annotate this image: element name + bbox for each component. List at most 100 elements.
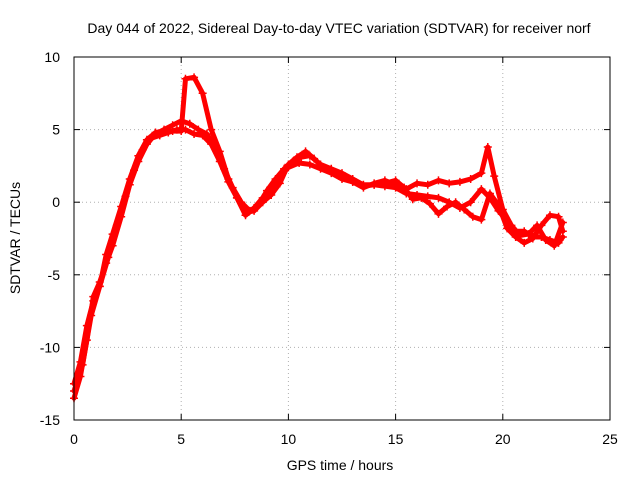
data-point xyxy=(477,215,486,224)
data-point xyxy=(185,119,194,128)
data-point xyxy=(520,238,529,247)
data-point xyxy=(541,235,550,244)
data-point xyxy=(515,231,524,240)
data-point xyxy=(155,131,164,140)
data-point xyxy=(292,153,301,162)
data-point xyxy=(295,158,304,167)
data-point xyxy=(507,221,516,230)
data-point xyxy=(207,140,216,149)
data-point xyxy=(477,185,486,194)
data-point xyxy=(466,198,475,207)
data-point xyxy=(147,134,156,143)
data-point xyxy=(524,230,533,239)
data-point xyxy=(104,253,113,262)
data-point xyxy=(267,190,276,199)
series-trace-b xyxy=(70,73,567,388)
data-point xyxy=(232,193,241,202)
data-point xyxy=(310,154,319,163)
series-line xyxy=(71,74,566,387)
data-point xyxy=(215,157,224,166)
data-point xyxy=(425,199,434,208)
data-point xyxy=(190,73,199,82)
y-axis-label: SDTVAR / TECUs xyxy=(7,182,23,294)
chart-title: Day 044 of 2022, Sidereal Day-to-day VTE… xyxy=(87,20,590,36)
y-tick-label: -5 xyxy=(48,267,61,283)
y-axis-ticks: -15 -10 -5 0 5 10 xyxy=(40,49,610,428)
data-point xyxy=(402,185,411,194)
data-point xyxy=(483,143,492,152)
data-point xyxy=(267,183,276,192)
data-point xyxy=(78,360,87,369)
data-point xyxy=(198,89,207,98)
data-point xyxy=(408,195,417,204)
data-point xyxy=(533,221,542,230)
x-tick-label: 25 xyxy=(602,431,618,447)
x-tick-label: 20 xyxy=(495,431,511,447)
data-point xyxy=(250,204,259,213)
data-point xyxy=(445,179,454,188)
data-point xyxy=(190,129,199,138)
plot-frame xyxy=(73,56,611,421)
data-point xyxy=(423,192,432,201)
data-point xyxy=(181,74,190,83)
y-tick-label: -10 xyxy=(40,339,60,355)
x-axis-label: GPS time / hours xyxy=(287,457,394,473)
data-point xyxy=(284,163,293,172)
data-point xyxy=(241,211,250,220)
data-point xyxy=(498,205,507,214)
data-point xyxy=(455,177,464,186)
data-point xyxy=(121,192,130,201)
data-point xyxy=(316,164,325,173)
data-point xyxy=(434,209,443,218)
data-point xyxy=(380,176,389,185)
y-tick-label: 5 xyxy=(52,122,60,138)
data-point xyxy=(138,145,147,154)
data-point xyxy=(275,172,284,181)
data-point xyxy=(338,174,346,183)
x-axis-ticks: 0 5 10 15 20 25 xyxy=(70,57,618,447)
data-point xyxy=(207,125,216,134)
data-point xyxy=(258,193,267,202)
data-point xyxy=(130,166,139,175)
x-tick-label: 15 xyxy=(388,431,404,447)
data-point xyxy=(550,241,559,250)
data-point xyxy=(348,177,357,186)
data-point xyxy=(198,131,207,140)
data-point xyxy=(305,160,314,169)
data-point xyxy=(490,172,499,181)
data-point xyxy=(95,282,104,291)
data-point xyxy=(164,128,173,137)
y-tick-label: 10 xyxy=(44,49,60,65)
data-point xyxy=(503,224,512,233)
x-tick-label: 10 xyxy=(281,431,297,447)
series-trace-c xyxy=(70,125,567,395)
data-point xyxy=(417,193,426,202)
data-point xyxy=(443,202,452,211)
data-point xyxy=(224,177,233,186)
data-point xyxy=(327,169,336,178)
data-point xyxy=(558,218,567,227)
data-point xyxy=(413,179,422,188)
data-point xyxy=(466,174,475,183)
data-point xyxy=(545,211,554,220)
data-point xyxy=(112,221,121,230)
x-tick-label: 5 xyxy=(177,431,185,447)
data-point xyxy=(181,125,190,134)
data-point xyxy=(423,180,432,189)
data-series xyxy=(70,73,567,403)
data-point xyxy=(434,193,443,202)
x-tick-label: 0 xyxy=(70,431,78,447)
data-point xyxy=(172,125,181,134)
data-point xyxy=(460,205,469,214)
data-point xyxy=(468,212,477,221)
data-point xyxy=(370,179,379,188)
series-line xyxy=(71,127,566,394)
data-point xyxy=(434,176,443,185)
data-point xyxy=(485,189,494,198)
data-point xyxy=(359,183,368,192)
y-tick-label: -15 xyxy=(40,412,60,428)
data-point xyxy=(477,169,486,178)
data-point xyxy=(87,311,96,320)
data-point xyxy=(391,180,400,189)
